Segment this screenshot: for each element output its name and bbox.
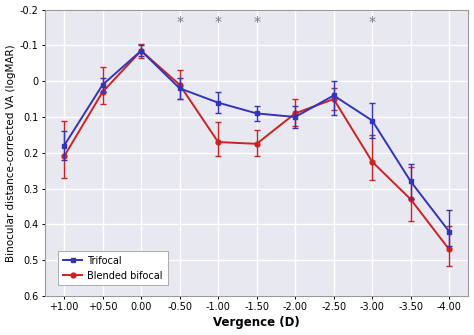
- Text: *: *: [215, 15, 222, 29]
- Y-axis label: Binocular distance-corrected VA (logMAR): Binocular distance-corrected VA (logMAR): [6, 44, 16, 262]
- Text: *: *: [253, 15, 260, 29]
- Text: *: *: [176, 15, 183, 29]
- Text: *: *: [369, 15, 376, 29]
- X-axis label: Vergence (D): Vergence (D): [213, 317, 300, 329]
- Legend: Trifocal, Blended bifocal: Trifocal, Blended bifocal: [58, 251, 168, 285]
